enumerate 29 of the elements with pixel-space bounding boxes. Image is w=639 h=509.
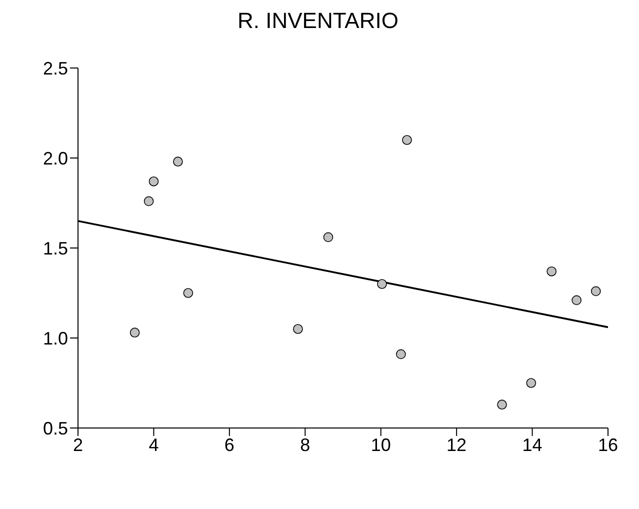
point: [144, 196, 154, 206]
point: [293, 324, 303, 334]
point: [497, 400, 507, 410]
y-tick-label: 1.0: [42, 328, 68, 348]
point: [323, 232, 334, 242]
x-tick-label: 2: [72, 434, 84, 455]
x-tick-label: 4: [148, 434, 159, 455]
x-tick-label: 8: [300, 434, 310, 455]
point: [183, 288, 194, 298]
x-tick-label: 14: [522, 434, 542, 455]
point: [130, 328, 140, 338]
point: [546, 266, 557, 276]
y-tick-label: 1.5: [42, 238, 68, 258]
point: [396, 349, 406, 360]
y-tick-label: 2.5: [42, 58, 68, 78]
point: [526, 378, 536, 388]
x-tick-label: 12: [446, 434, 467, 455]
point: [377, 279, 387, 289]
x-tick-label: 6: [224, 434, 234, 455]
point: [590, 286, 601, 296]
x-tick-label: 10: [370, 434, 391, 455]
y-tick-label: 0.5: [42, 418, 68, 438]
chart-title: R. INVENTARIO: [236, 8, 400, 34]
point: [173, 156, 183, 167]
point: [148, 176, 159, 186]
point: [402, 135, 412, 145]
y-tick-label: 2.0: [42, 148, 68, 168]
x-tick-label: 16: [598, 434, 618, 455]
point: [572, 295, 582, 306]
